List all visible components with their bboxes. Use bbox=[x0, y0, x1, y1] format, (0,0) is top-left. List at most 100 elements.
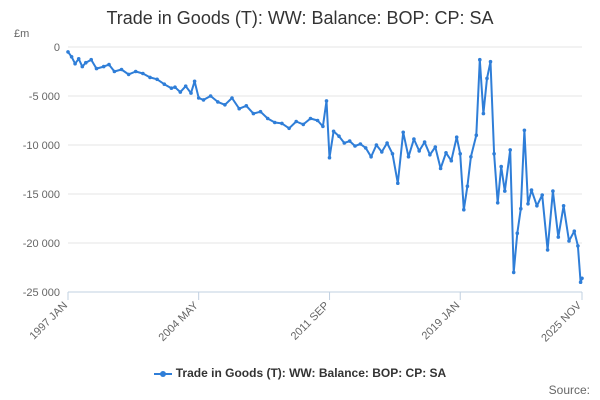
data-point bbox=[469, 155, 473, 159]
data-point bbox=[363, 146, 368, 150]
data-point bbox=[396, 181, 400, 185]
data-point bbox=[515, 231, 520, 235]
data-point bbox=[84, 60, 88, 65]
data-point bbox=[499, 164, 504, 169]
y-tick-label: -10 000 bbox=[23, 140, 60, 152]
data-point bbox=[141, 71, 145, 76]
data-point bbox=[526, 202, 530, 206]
data-point bbox=[294, 119, 299, 124]
data-point bbox=[503, 189, 507, 193]
data-point bbox=[433, 145, 438, 149]
y-tick-label: -15 000 bbox=[23, 189, 60, 201]
y-tick-label: 0 bbox=[54, 42, 60, 54]
data-point bbox=[244, 104, 249, 108]
data-point bbox=[101, 64, 106, 69]
data-point bbox=[540, 193, 544, 197]
data-point bbox=[327, 155, 332, 160]
data-point bbox=[347, 139, 352, 143]
data-point bbox=[183, 84, 188, 88]
data-point bbox=[126, 72, 131, 77]
data-point bbox=[462, 207, 466, 212]
data-point bbox=[112, 69, 117, 74]
data-point bbox=[201, 98, 206, 102]
data-point bbox=[522, 128, 527, 133]
legend[interactable]: Trade in Goods (T): WW: Balance: BOP: CP… bbox=[0, 366, 600, 380]
data-point bbox=[69, 55, 74, 59]
chart-title: Trade in Goods (T): WW: Balance: BOP: CP… bbox=[106, 8, 494, 28]
y-tick-label: -5 000 bbox=[29, 91, 60, 103]
data-point bbox=[301, 122, 306, 127]
data-point bbox=[148, 75, 152, 80]
data-point bbox=[529, 188, 534, 192]
data-point bbox=[265, 116, 270, 121]
data-point bbox=[189, 91, 193, 95]
data-point bbox=[331, 129, 336, 134]
data-point bbox=[576, 244, 580, 248]
data-point bbox=[80, 64, 85, 69]
y-tick-label: -25 000 bbox=[23, 287, 60, 299]
data-point bbox=[358, 142, 363, 146]
data-point bbox=[173, 85, 177, 89]
data-point bbox=[417, 149, 422, 153]
data-point bbox=[342, 141, 347, 145]
data-point bbox=[458, 152, 463, 156]
source-label: Source: bbox=[548, 383, 590, 397]
data-point bbox=[208, 94, 213, 98]
y-axis-unit-label: £m bbox=[14, 28, 30, 40]
data-point bbox=[551, 189, 555, 193]
data-point bbox=[508, 148, 512, 152]
data-point bbox=[412, 137, 416, 141]
data-point bbox=[519, 206, 523, 211]
data-point bbox=[223, 103, 227, 107]
data-point bbox=[488, 59, 493, 64]
y-tick-label: -20 000 bbox=[23, 238, 60, 250]
data-point bbox=[578, 280, 583, 285]
data-point bbox=[273, 120, 277, 125]
data-point bbox=[406, 155, 411, 159]
data-point bbox=[572, 229, 577, 233]
x-tick-label: 2019 JAN bbox=[420, 300, 463, 343]
data-point bbox=[89, 57, 93, 62]
data-point bbox=[465, 184, 470, 188]
data-point bbox=[237, 106, 241, 111]
data-point bbox=[192, 79, 197, 84]
data-point bbox=[94, 66, 99, 71]
data-point bbox=[321, 124, 325, 129]
data-point bbox=[133, 69, 138, 74]
data-point bbox=[380, 150, 384, 154]
data-point bbox=[454, 135, 459, 139]
series-line bbox=[67, 51, 583, 284]
data-point bbox=[545, 248, 550, 252]
data-point bbox=[561, 204, 566, 208]
data-point bbox=[337, 134, 341, 138]
data-point bbox=[107, 62, 111, 67]
data-point bbox=[324, 99, 329, 103]
data-point bbox=[478, 57, 482, 62]
data-point bbox=[216, 100, 220, 104]
legend-series-label: Trade in Goods (T): WW: Balance: BOP: CP… bbox=[175, 366, 447, 380]
data-point bbox=[481, 111, 486, 116]
data-point bbox=[73, 61, 77, 66]
data-point bbox=[535, 204, 539, 208]
data-point bbox=[428, 153, 432, 157]
data-point bbox=[385, 141, 389, 145]
data-point bbox=[119, 67, 124, 72]
data-point bbox=[251, 111, 256, 116]
data-point bbox=[353, 144, 357, 148]
data-point bbox=[495, 201, 500, 205]
data-point bbox=[511, 270, 516, 275]
data-point bbox=[567, 239, 571, 243]
data-point bbox=[492, 152, 496, 156]
data-point bbox=[169, 86, 174, 90]
data-point bbox=[230, 96, 234, 100]
data-point bbox=[374, 143, 379, 147]
data-point bbox=[66, 50, 70, 54]
data-point bbox=[315, 118, 320, 123]
x-tick-label: 2025 NOV bbox=[539, 299, 584, 344]
data-point bbox=[556, 235, 561, 239]
x-tick-label: 2011 SEP bbox=[289, 300, 332, 343]
data-point bbox=[162, 82, 167, 86]
data-point bbox=[449, 158, 454, 163]
data-point bbox=[196, 96, 201, 100]
